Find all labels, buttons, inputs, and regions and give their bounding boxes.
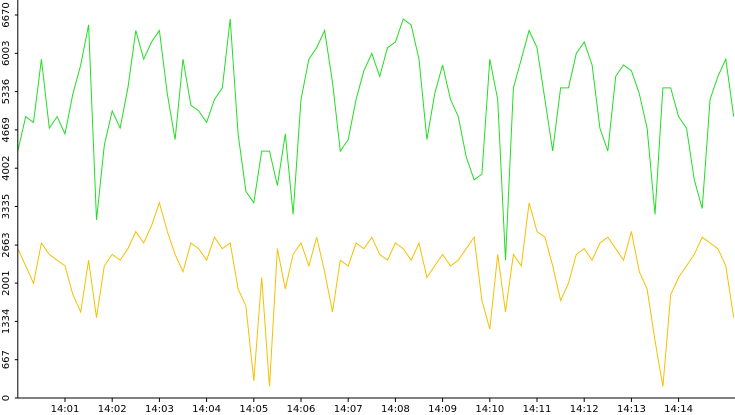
- x-tick-label: 14:06: [287, 404, 316, 415]
- x-tick-label: 14:02: [98, 404, 127, 415]
- y-tick-label: 2001: [1, 270, 12, 295]
- y-tick-label: 6003: [1, 41, 12, 66]
- x-tick-label: 14:08: [381, 404, 410, 415]
- y-tick-label: 1334: [1, 309, 12, 334]
- x-tick-label: 14:05: [239, 404, 268, 415]
- y-tick-label: 2663: [1, 232, 12, 257]
- y-tick-label: 667: [1, 350, 12, 369]
- y-tick-label: 5336: [1, 79, 12, 104]
- y-tick-label: 4669: [1, 117, 12, 142]
- x-tick-label: 14:09: [428, 404, 457, 415]
- x-tick-label: 14:01: [51, 404, 80, 415]
- y-tick-label: 6670: [1, 2, 12, 27]
- data-line: [17, 201, 735, 387]
- x-tick-label: 14:07: [334, 404, 363, 415]
- x-tick-label: 14:04: [192, 404, 221, 415]
- y-tick-label: 0: [1, 395, 12, 401]
- data-line: [17, 18, 735, 261]
- x-tick-label: 14:10: [475, 404, 504, 415]
- x-tick-label: 14:13: [617, 404, 646, 415]
- x-tick-label: 14:03: [145, 404, 174, 415]
- y-tick-label: 4002: [1, 155, 12, 180]
- x-tick-label: 14:14: [664, 404, 693, 415]
- y-tick-label: 3335: [1, 194, 12, 219]
- x-tick-label: 14:12: [570, 404, 599, 415]
- x-tick-label: 14:11: [523, 404, 552, 415]
